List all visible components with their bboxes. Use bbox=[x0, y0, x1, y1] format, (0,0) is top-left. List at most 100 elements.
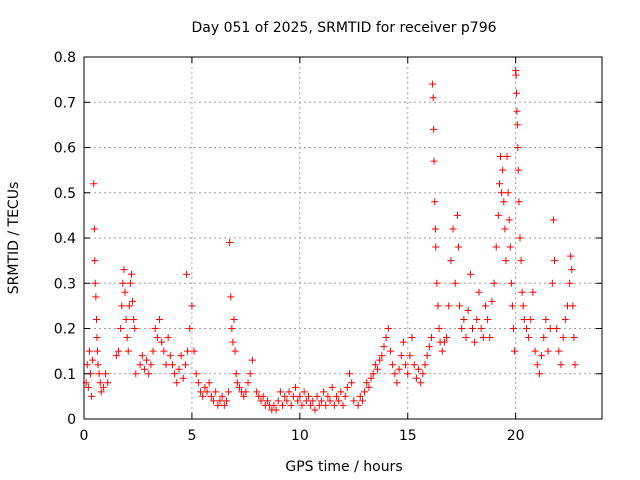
data-point bbox=[511, 347, 519, 355]
data-point bbox=[527, 315, 535, 323]
data-point bbox=[96, 379, 104, 387]
data-point bbox=[551, 257, 559, 265]
data-point bbox=[131, 325, 139, 332]
data-point bbox=[382, 334, 390, 342]
data-point bbox=[363, 379, 371, 387]
data-point bbox=[179, 374, 187, 382]
data-point bbox=[183, 270, 191, 278]
data-point bbox=[425, 343, 433, 351]
data-point bbox=[94, 361, 102, 369]
data-point bbox=[341, 392, 349, 400]
data-point bbox=[490, 279, 498, 287]
data-point bbox=[473, 315, 481, 323]
data-point bbox=[499, 166, 507, 174]
data-point bbox=[143, 356, 151, 364]
data-point bbox=[90, 180, 98, 188]
data-point bbox=[259, 392, 267, 400]
data-point bbox=[313, 392, 321, 400]
data-point bbox=[434, 302, 442, 310]
data-point bbox=[136, 361, 144, 369]
data-point bbox=[458, 325, 466, 332]
data-point bbox=[512, 71, 520, 79]
data-point bbox=[122, 315, 130, 323]
data-point bbox=[348, 379, 356, 387]
data-point bbox=[85, 347, 93, 355]
data-point bbox=[279, 401, 287, 409]
data-point bbox=[93, 347, 101, 355]
data-point bbox=[158, 338, 166, 346]
data-point bbox=[315, 401, 323, 409]
data-point bbox=[549, 216, 557, 224]
data-point bbox=[389, 361, 397, 369]
data-point bbox=[492, 243, 500, 251]
data-point bbox=[406, 352, 414, 360]
data-point bbox=[129, 297, 137, 305]
data-point bbox=[99, 383, 107, 391]
data-point bbox=[92, 293, 100, 301]
data-point bbox=[88, 392, 96, 400]
data-point bbox=[276, 388, 284, 396]
data-point bbox=[479, 334, 487, 342]
data-point bbox=[244, 379, 252, 387]
data-point bbox=[171, 370, 179, 378]
data-point bbox=[212, 388, 220, 396]
data-point bbox=[371, 361, 379, 369]
data-point bbox=[270, 401, 278, 409]
data-point bbox=[304, 392, 312, 400]
data-point bbox=[118, 302, 126, 310]
data-point bbox=[503, 153, 511, 161]
data-point bbox=[430, 125, 438, 133]
data-point bbox=[84, 383, 92, 391]
data-point bbox=[386, 347, 394, 355]
data-point bbox=[138, 352, 146, 360]
data-point bbox=[207, 392, 215, 400]
data-point bbox=[531, 347, 539, 355]
data-point bbox=[471, 338, 479, 346]
data-point bbox=[229, 338, 237, 346]
data-point bbox=[132, 370, 140, 378]
data-point bbox=[220, 401, 228, 409]
data-point bbox=[429, 94, 437, 102]
y-axis-label: SRMTID / TECUs bbox=[6, 182, 22, 295]
data-point bbox=[168, 361, 176, 369]
data-point bbox=[345, 370, 353, 378]
data-point bbox=[356, 392, 364, 400]
data-point bbox=[102, 370, 110, 378]
data-point bbox=[326, 397, 334, 405]
data-point bbox=[298, 401, 306, 409]
data-point bbox=[354, 401, 362, 409]
data-point bbox=[160, 347, 168, 355]
data-point bbox=[453, 211, 461, 219]
data-point bbox=[112, 352, 120, 360]
data-points bbox=[82, 67, 579, 414]
data-point bbox=[190, 347, 198, 355]
data-point bbox=[120, 266, 128, 274]
y-tick-labels: 0 0.1 0.2 0.3 0.4 0.5 0.6 0.7 0.8 bbox=[54, 50, 76, 428]
data-point bbox=[173, 379, 181, 387]
data-point bbox=[557, 361, 565, 369]
data-point bbox=[505, 216, 513, 224]
data-point bbox=[376, 356, 384, 364]
x-tick-label: 5 bbox=[187, 428, 196, 444]
data-point bbox=[507, 279, 515, 287]
data-point bbox=[125, 302, 133, 310]
data-point bbox=[358, 397, 366, 405]
data-point bbox=[300, 388, 308, 396]
data-point bbox=[498, 189, 506, 197]
y-tick-label: 0.5 bbox=[54, 186, 76, 202]
data-point bbox=[145, 370, 153, 378]
y-tick-label: 0.4 bbox=[54, 231, 76, 247]
data-point bbox=[119, 279, 127, 287]
data-point bbox=[246, 370, 254, 378]
data-point bbox=[350, 397, 358, 405]
data-point bbox=[287, 401, 295, 409]
data-point bbox=[568, 266, 576, 274]
data-point bbox=[567, 252, 575, 260]
data-point bbox=[93, 334, 101, 342]
data-point bbox=[506, 243, 514, 251]
data-point bbox=[430, 157, 438, 165]
data-point bbox=[115, 347, 123, 355]
data-point bbox=[497, 153, 505, 161]
data-point bbox=[233, 379, 241, 387]
data-point bbox=[309, 397, 317, 405]
